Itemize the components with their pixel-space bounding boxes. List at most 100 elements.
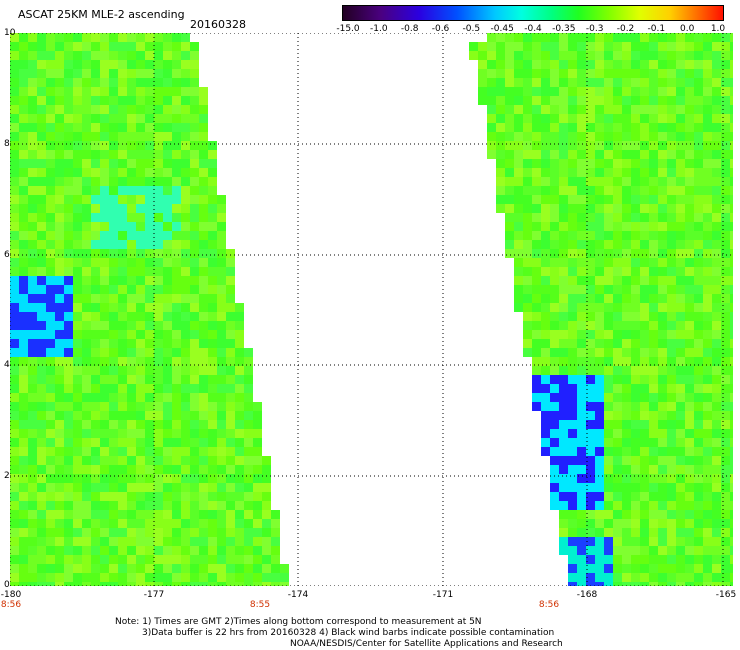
wind-cell (73, 582, 82, 586)
wind-cell (631, 249, 640, 258)
wind-cell (163, 33, 172, 42)
wind-cell (496, 159, 505, 168)
wind-cell (523, 339, 532, 348)
wind-cell (199, 294, 208, 303)
wind-cell (568, 78, 577, 87)
wind-cell (730, 501, 733, 510)
wind-cell (640, 375, 649, 384)
wind-cell (235, 447, 244, 456)
wind-cell (55, 114, 64, 123)
wind-cell (100, 582, 109, 586)
wind-cell (613, 123, 622, 132)
wind-cell (559, 285, 568, 294)
wind-cell (181, 366, 190, 375)
wind-cell (658, 393, 667, 402)
wind-cell (631, 321, 640, 330)
wind-cell (577, 240, 586, 249)
wind-cell (163, 357, 172, 366)
wind-cell (145, 510, 154, 519)
wind-cell (145, 141, 154, 150)
wind-cell (577, 168, 586, 177)
wind-cell (622, 204, 631, 213)
wind-cell (163, 294, 172, 303)
wind-cell (181, 375, 190, 384)
wind-cell (568, 510, 577, 519)
wind-cell (613, 303, 622, 312)
wind-cell (676, 87, 685, 96)
wind-cell (721, 78, 730, 87)
wind-cell (586, 348, 595, 357)
wind-cell (64, 312, 73, 321)
wind-cell (217, 231, 226, 240)
wind-cell (595, 222, 604, 231)
wind-cell (64, 249, 73, 258)
wind-cell (253, 411, 262, 420)
wind-cell (685, 303, 694, 312)
wind-cell (127, 285, 136, 294)
wind-cell (703, 204, 712, 213)
wind-cell (622, 393, 631, 402)
wind-cell (721, 375, 730, 384)
wind-cell (667, 339, 676, 348)
wind-cell (721, 33, 730, 42)
wind-cell (658, 420, 667, 429)
wind-cell (676, 42, 685, 51)
wind-cell (73, 132, 82, 141)
wind-cell (109, 348, 118, 357)
wind-cell (658, 141, 667, 150)
wind-cell (82, 60, 91, 69)
wind-cell (730, 429, 733, 438)
wind-cell (667, 447, 676, 456)
wind-cell (46, 348, 55, 357)
wind-cell (631, 69, 640, 78)
wind-cell (199, 213, 208, 222)
wind-cell (217, 321, 226, 330)
wind-cell (586, 483, 595, 492)
wind-cell (91, 321, 100, 330)
wind-cell (604, 249, 613, 258)
wind-cell (91, 519, 100, 528)
wind-cell (73, 123, 82, 132)
wind-cell (541, 96, 550, 105)
wind-cell (721, 150, 730, 159)
wind-cell (568, 402, 577, 411)
wind-cell (172, 465, 181, 474)
wind-cell (109, 447, 118, 456)
wind-cell (586, 69, 595, 78)
wind-cell (568, 312, 577, 321)
wind-cell (82, 528, 91, 537)
wind-cell (109, 546, 118, 555)
wind-cell (712, 492, 721, 501)
wind-cell (163, 258, 172, 267)
wind-cell (82, 501, 91, 510)
wind-cell (541, 420, 550, 429)
wind-cell (172, 483, 181, 492)
wind-cell (136, 78, 145, 87)
wind-cell (82, 312, 91, 321)
wind-cell (604, 330, 613, 339)
wind-cell (523, 231, 532, 240)
wind-cell (613, 168, 622, 177)
wind-cell (568, 186, 577, 195)
wind-cell (658, 474, 667, 483)
wind-cell (262, 501, 271, 510)
wind-cell (523, 240, 532, 249)
wind-cell (631, 177, 640, 186)
wind-cell (604, 303, 613, 312)
wind-cell (658, 447, 667, 456)
wind-cell (208, 150, 217, 159)
wind-cell (730, 105, 733, 114)
wind-cell (631, 267, 640, 276)
wind-cell (37, 267, 46, 276)
wind-cell (703, 420, 712, 429)
wind-cell (613, 465, 622, 474)
wind-cell (28, 105, 37, 114)
wind-cell (667, 537, 676, 546)
wind-cell (136, 240, 145, 249)
wind-cell (172, 78, 181, 87)
wind-cell (712, 420, 721, 429)
wind-cell (730, 159, 733, 168)
wind-cell (658, 456, 667, 465)
wind-cell (190, 231, 199, 240)
wind-cell (676, 537, 685, 546)
